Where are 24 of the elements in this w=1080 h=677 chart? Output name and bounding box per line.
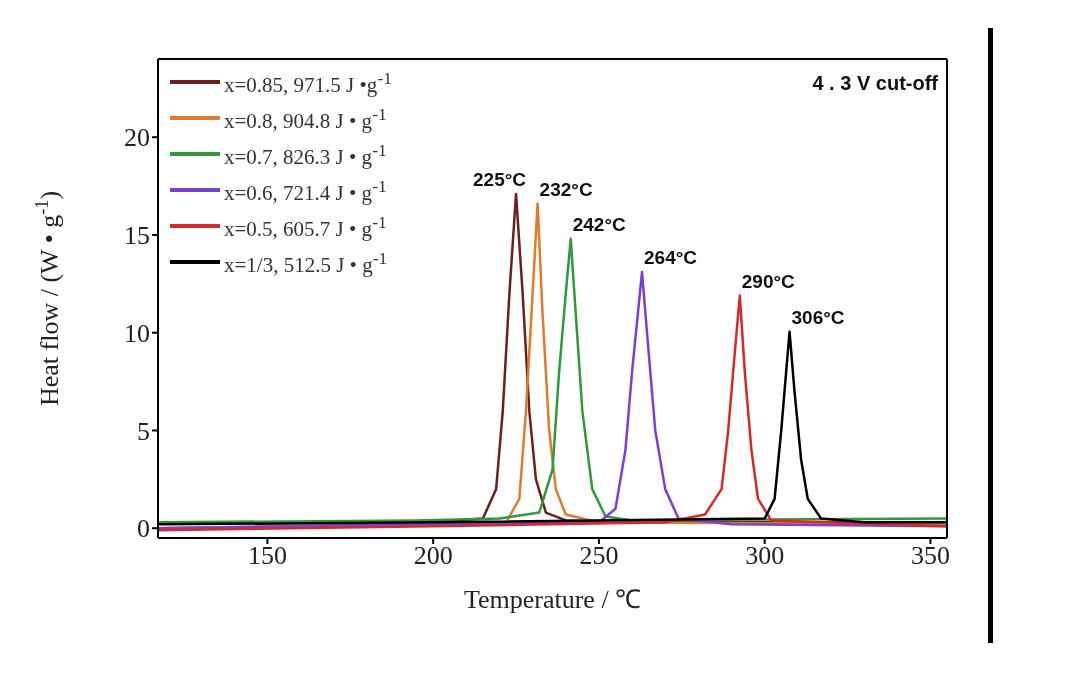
y-tick-label: 15 <box>124 221 150 251</box>
y-tick-label: 20 <box>124 123 150 153</box>
x-tick-label: 200 <box>413 541 453 571</box>
legend-label: x=1/3, 512.5 J • g$^{-1}$ <box>224 247 388 279</box>
legend-label: x=0.85, 971.5 J •g$^{-1}$ <box>224 67 392 99</box>
x-tick-label: 350 <box>910 541 950 571</box>
y-tick-label: 5 <box>137 416 150 446</box>
y-tick-label: 0 <box>137 514 150 544</box>
x-axis-title: Temperature / ℃ <box>463 585 642 614</box>
annotation: 264°C <box>644 247 698 269</box>
annotation: 232°C <box>539 178 593 200</box>
legend-label: x=0.5, 605.7 J • g$^{-1}$ <box>224 211 387 243</box>
annotation: 242°C <box>572 213 627 235</box>
x-tick-label: 300 <box>745 541 785 571</box>
legend-label: x=0.6, 721.4 J • g$^{-1}$ <box>224 175 387 207</box>
annotation: 290°C <box>741 270 796 292</box>
legend-label: x=0.7, 826.3 J • g$^{-1}$ <box>224 139 387 171</box>
annotation: 225°C <box>473 168 527 190</box>
x-tick-label: 150 <box>247 541 287 571</box>
annotation: 4 . 3 V cut-off <box>812 72 938 95</box>
y-tick-label: 10 <box>124 318 150 348</box>
annotation: 306°C <box>791 306 845 328</box>
legend-label: x=0.8, 904.8 J • g$^{-1}$ <box>224 103 387 135</box>
x-tick-label: 250 <box>579 541 619 571</box>
